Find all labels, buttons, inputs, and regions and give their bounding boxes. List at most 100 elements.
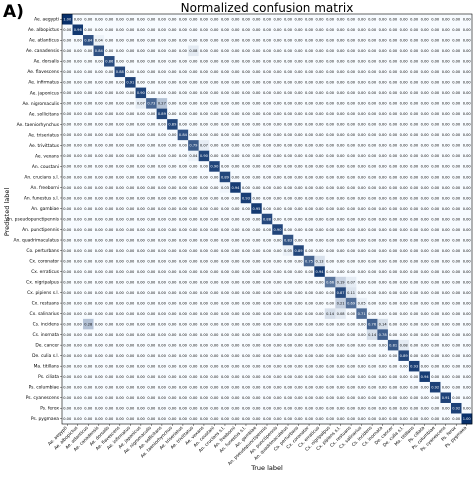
heatmap-cell — [72, 213, 84, 225]
cell-value: 0.00 — [326, 91, 335, 95]
cell-value: 0.00 — [400, 207, 409, 211]
heatmap-cell — [230, 266, 242, 278]
cell-value: 0.00 — [242, 407, 251, 411]
cell-value: 0.00 — [368, 102, 377, 106]
cell-value: 0.00 — [105, 91, 114, 95]
heatmap-cell — [261, 98, 273, 109]
cell-value: 0.00 — [84, 49, 93, 53]
cell-value: 0.00 — [221, 228, 230, 232]
cell-value: 0.00 — [305, 333, 314, 337]
cell-value: 0.00 — [431, 417, 440, 421]
heatmap-cell — [461, 182, 473, 194]
cell-value: 0.00 — [95, 364, 104, 368]
heatmap-cell — [345, 203, 357, 215]
cell-value: 0.00 — [189, 333, 198, 337]
cell-value: 0.00 — [252, 70, 261, 74]
heatmap-cell — [209, 329, 220, 341]
heatmap-cell — [209, 392, 220, 404]
heatmap-cell — [408, 56, 420, 67]
heatmap-cell — [314, 87, 326, 99]
cell-value: 0.00 — [242, 217, 251, 221]
heatmap-cell — [209, 56, 220, 67]
heatmap-cell — [408, 287, 420, 299]
cell-value: 0.00 — [316, 375, 325, 379]
cell-value: 0.00 — [147, 270, 156, 274]
cell-value: 0.00 — [221, 217, 230, 221]
cell-value: 0.00 — [452, 270, 461, 274]
cell-value: 0.00 — [400, 60, 409, 64]
heatmap-cell — [230, 182, 242, 194]
heatmap-cell — [62, 234, 73, 246]
cell-value: 0.00 — [274, 112, 283, 116]
cell-value: 0.00 — [389, 396, 398, 400]
heatmap-cell — [324, 402, 336, 414]
cell-value: 0.00 — [463, 154, 472, 158]
heatmap-cell — [125, 24, 136, 36]
cell-value: 0.00 — [210, 228, 219, 232]
cell-value: 0.00 — [252, 102, 261, 106]
cell-value: 0.00 — [158, 291, 167, 295]
heatmap-cell — [450, 318, 462, 330]
heatmap-cell — [177, 339, 189, 351]
cell-value: 0.00 — [147, 144, 156, 148]
cell-value: 0.00 — [221, 60, 230, 64]
cell-value: 0.00 — [126, 39, 135, 43]
heatmap-cell — [461, 318, 473, 330]
cell-value: 0.00 — [358, 70, 367, 74]
heatmap-cell — [135, 381, 147, 393]
heatmap-cell — [345, 150, 357, 162]
heatmap-cell — [125, 213, 136, 225]
cell-value: 0.00 — [242, 417, 251, 421]
cell-value: 0.00 — [274, 91, 283, 95]
heatmap-cell — [83, 108, 94, 120]
heatmap-cell — [146, 150, 157, 162]
heatmap-cell — [377, 392, 389, 404]
heatmap-cell — [419, 87, 431, 99]
heatmap-cell — [429, 224, 441, 236]
cell-value: 0.00 — [421, 364, 430, 368]
heatmap-cell — [251, 182, 263, 194]
heatmap-cell — [282, 35, 294, 46]
heatmap-cell — [282, 360, 294, 372]
cell-value: 0.00 — [242, 228, 251, 232]
cell-value: 0.00 — [347, 417, 356, 421]
cell-value: 0.00 — [147, 333, 156, 337]
cell-value: 0.00 — [316, 70, 325, 74]
heatmap-cell — [114, 14, 126, 25]
cell-value: 0.00 — [295, 343, 304, 347]
cell-value: 0.00 — [179, 396, 188, 400]
heatmap-cell — [398, 350, 410, 362]
cell-value: 0.00 — [452, 154, 461, 158]
heatmap-cell — [335, 14, 347, 25]
heatmap-cell — [324, 171, 336, 183]
cell-value: 0.00 — [389, 270, 398, 274]
heatmap-cell — [461, 87, 473, 99]
cell-value: 0.00 — [389, 322, 398, 326]
cell-value: 0.00 — [305, 238, 314, 242]
cell-value: 0.00 — [147, 343, 156, 347]
cell-value: 0.00 — [431, 217, 440, 221]
heatmap-cell — [209, 266, 220, 278]
cell-value: 0.00 — [442, 112, 451, 116]
cell-value: 0.00 — [63, 270, 72, 274]
cell-value: 0.00 — [284, 354, 293, 358]
cell-value: 0.00 — [116, 144, 125, 148]
heatmap-cell — [272, 56, 284, 67]
cell-value: 0.00 — [126, 186, 135, 190]
heatmap-cell — [440, 129, 452, 141]
heatmap-cell — [156, 203, 168, 215]
cell-value: 0.00 — [305, 144, 314, 148]
heatmap-cell — [230, 45, 242, 57]
heatmap-cell — [272, 297, 284, 309]
cell-value: 0.00 — [126, 217, 135, 221]
heatmap-cell — [251, 266, 263, 278]
cell-value: 0.00 — [137, 249, 146, 253]
cell-value: 0.00 — [116, 291, 125, 295]
heatmap-cell — [209, 14, 220, 25]
heatmap-cell — [345, 276, 357, 288]
cell-value: 0.00 — [189, 375, 198, 379]
cell-value: 0.00 — [379, 280, 388, 284]
heatmap-cell — [135, 308, 147, 320]
cell-value: 0.00 — [442, 186, 451, 190]
cell-value: 0.00 — [137, 39, 146, 43]
